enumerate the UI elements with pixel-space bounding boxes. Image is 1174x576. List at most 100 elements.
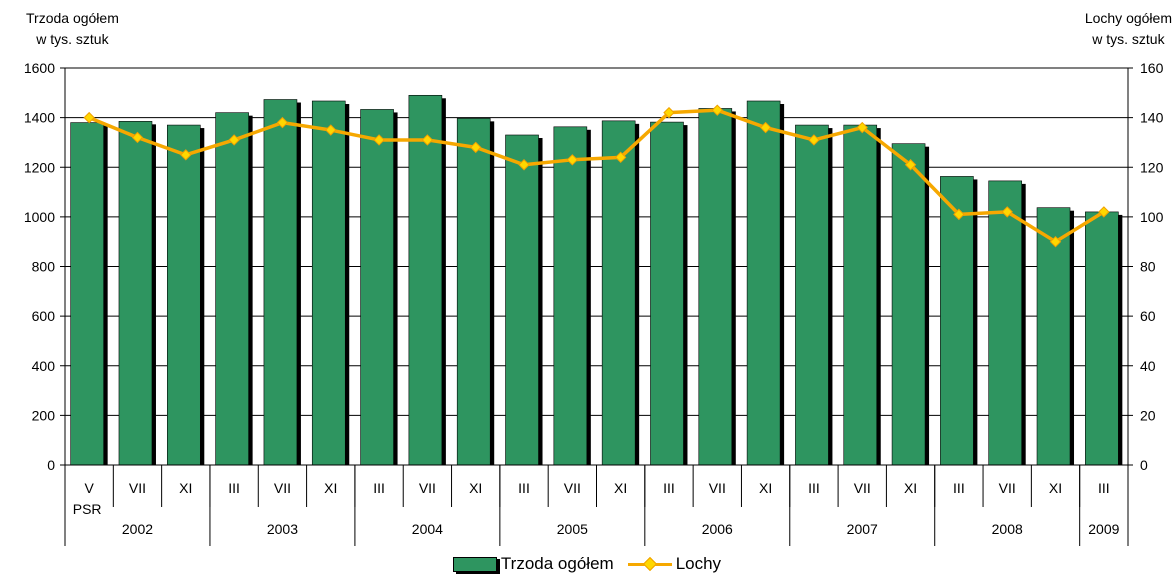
category-label: VII bbox=[129, 480, 146, 496]
right-tick-label: 160 bbox=[1140, 60, 1164, 76]
bar bbox=[795, 124, 829, 466]
category-label: XI bbox=[324, 480, 337, 496]
line-series-lochy bbox=[88, 108, 1105, 244]
bar bbox=[891, 143, 926, 466]
category-label: V bbox=[84, 480, 94, 496]
line-marker bbox=[614, 151, 627, 164]
bar bbox=[166, 124, 201, 466]
right-tick-label: 80 bbox=[1140, 259, 1156, 275]
right-tick-label: 20 bbox=[1140, 407, 1156, 423]
legend-item-line: Lochy bbox=[627, 554, 722, 574]
bar bbox=[215, 112, 249, 466]
left-tick-label: 1400 bbox=[24, 110, 55, 126]
category-label: VII bbox=[709, 480, 726, 496]
category-label: VII bbox=[564, 480, 581, 496]
line-marker bbox=[469, 141, 482, 154]
right-tick-label: 140 bbox=[1140, 110, 1164, 126]
left-tick-label: 800 bbox=[32, 259, 56, 275]
legend-item-bars: Trzoda ogółem bbox=[452, 554, 614, 574]
line-marker bbox=[83, 111, 95, 124]
year-label: 2006 bbox=[702, 521, 733, 537]
category-label: VII bbox=[999, 480, 1016, 496]
category-label: III bbox=[373, 480, 385, 496]
legend-swatch-line bbox=[627, 556, 672, 572]
category-label: XI bbox=[904, 480, 917, 496]
category-label: III bbox=[228, 480, 240, 496]
right-axis-title-line1: Lochy ogółem bbox=[1084, 10, 1172, 26]
category-label: XI bbox=[1049, 480, 1062, 496]
bar bbox=[408, 94, 443, 466]
year-label: 2003 bbox=[267, 521, 298, 537]
line-marker bbox=[325, 124, 337, 136]
bar bbox=[118, 121, 153, 466]
category-sublabel: PSR bbox=[73, 501, 102, 517]
legend-swatch-bars bbox=[452, 556, 497, 572]
year-label: 2009 bbox=[1088, 521, 1119, 537]
bar bbox=[746, 100, 781, 466]
line-marker bbox=[421, 134, 434, 146]
year-label: 2007 bbox=[847, 521, 878, 537]
bar bbox=[456, 118, 491, 466]
line-marker bbox=[759, 121, 772, 134]
right-axis-title: Lochy ogółem w tys. sztuk bbox=[1085, 8, 1172, 50]
line-marker bbox=[1049, 235, 1062, 248]
bar bbox=[70, 122, 104, 466]
left-axis-title-line2: w tys. sztuk bbox=[36, 31, 109, 47]
line-marker bbox=[953, 208, 965, 221]
bar bbox=[360, 109, 394, 466]
category-label: XI bbox=[179, 480, 192, 496]
right-tick-label: 60 bbox=[1140, 308, 1156, 324]
year-label: 2005 bbox=[557, 521, 588, 537]
line-marker bbox=[856, 121, 868, 134]
right-tick-label: 0 bbox=[1140, 457, 1148, 473]
year-label: 2008 bbox=[992, 521, 1023, 537]
line-marker bbox=[808, 134, 820, 146]
line-marker bbox=[663, 106, 675, 119]
line-marker bbox=[180, 149, 192, 161]
left-tick-label: 400 bbox=[32, 358, 56, 374]
left-tick-label: 0 bbox=[47, 457, 55, 473]
chart-svg: 0 200 400 600 800 1000 1200 1400 1600 0 20 40 60 80 10… bbox=[24, 60, 1164, 546]
category-label: III bbox=[1098, 480, 1110, 496]
line-marker bbox=[518, 159, 530, 171]
category-label: XI bbox=[469, 480, 482, 496]
line-marker bbox=[1098, 206, 1110, 218]
bar bbox=[650, 121, 684, 466]
bar bbox=[940, 176, 974, 466]
legend-label-line: Lochy bbox=[675, 554, 722, 573]
bar bbox=[553, 126, 588, 466]
left-tick-label: 1600 bbox=[24, 60, 55, 76]
category-label: III bbox=[518, 480, 530, 496]
line-marker bbox=[276, 116, 289, 129]
legend: Trzoda ogółem Lochy bbox=[0, 553, 1174, 575]
bar bbox=[988, 180, 1023, 466]
year-label: 2002 bbox=[122, 521, 153, 537]
legend-label-bars: Trzoda ogółem bbox=[500, 554, 614, 573]
line-marker bbox=[711, 104, 724, 116]
category-label: III bbox=[808, 480, 820, 496]
bar bbox=[1036, 207, 1071, 466]
line-marker bbox=[131, 131, 144, 144]
left-axis-title-line1: Trzoda ogółem bbox=[26, 10, 119, 26]
bar bbox=[263, 99, 298, 466]
left-tick-label: 200 bbox=[32, 407, 56, 423]
category-label: VII bbox=[419, 480, 436, 496]
line-marker bbox=[904, 159, 917, 171]
category-label: XI bbox=[614, 480, 627, 496]
line-marker bbox=[566, 154, 579, 166]
right-tick-label: 120 bbox=[1140, 159, 1164, 175]
line-marker bbox=[373, 134, 385, 146]
bar bbox=[601, 120, 636, 466]
left-tick-label: 1000 bbox=[24, 209, 55, 225]
year-label: 2004 bbox=[412, 521, 443, 537]
bar bbox=[1085, 211, 1119, 466]
left-tick-label: 1200 bbox=[24, 159, 55, 175]
right-tick-label: 100 bbox=[1140, 209, 1164, 225]
category-label: XI bbox=[759, 480, 772, 496]
bar bbox=[311, 100, 346, 466]
line-marker bbox=[228, 134, 240, 146]
category-label: III bbox=[953, 480, 965, 496]
left-tick-label: 600 bbox=[32, 308, 56, 324]
category-label: III bbox=[663, 480, 675, 496]
right-axis-title-line2: w tys. sztuk bbox=[1092, 31, 1165, 47]
